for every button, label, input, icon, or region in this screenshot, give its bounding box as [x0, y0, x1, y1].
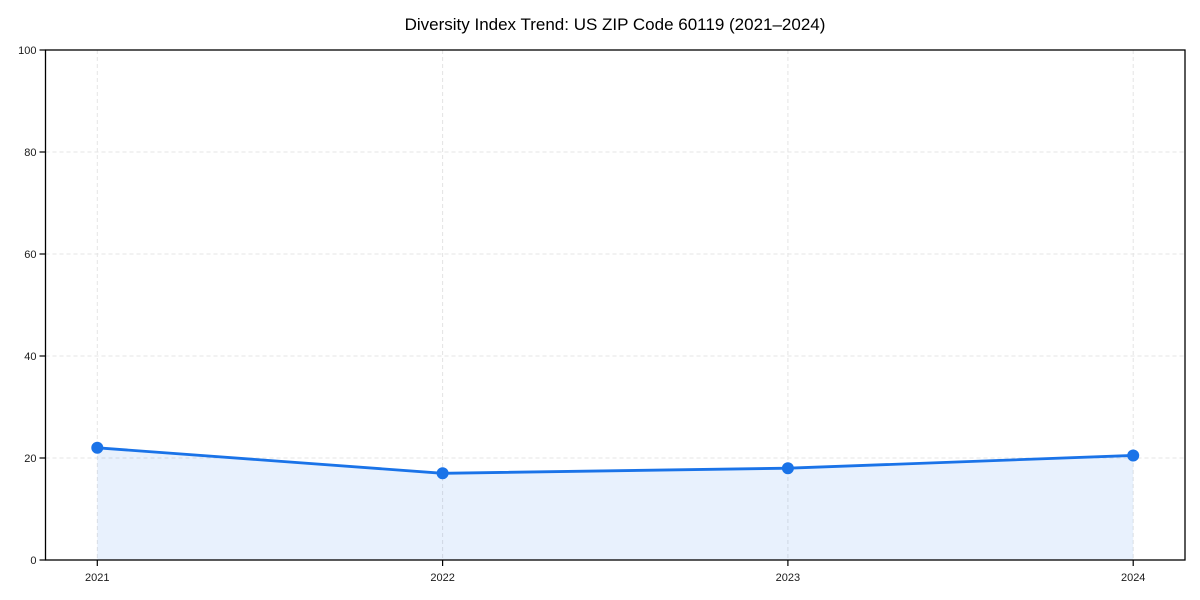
trend-line [95, 446, 1135, 475]
x-tick-label: 2024 [1121, 572, 1145, 584]
area-fill [97, 447, 1134, 560]
data-point-2021 [91, 441, 104, 454]
plot-border [44, 49, 1186, 561]
data-point-2023 [781, 462, 794, 475]
y-tick-label: 0 [30, 555, 36, 567]
axes: 0 20 40 60 80 100 2021 2022 2023 2024 [18, 45, 1186, 584]
y-tick-label: 20 [24, 453, 36, 465]
data-point-2024 [1127, 449, 1140, 462]
series-layer [91, 441, 1140, 560]
y-tick-label: 40 [24, 351, 36, 363]
chart-title: Diversity Index Trend: US ZIP Code 60119… [405, 15, 826, 34]
y-tick-label: 100 [18, 45, 36, 57]
data-point-2022 [436, 467, 449, 480]
x-tick-label: 2023 [776, 572, 800, 584]
x-tick-label: 2021 [85, 572, 109, 584]
y-tick-label: 80 [24, 147, 36, 159]
x-tick-label: 2022 [430, 572, 454, 584]
y-tick-label: 60 [24, 249, 36, 261]
